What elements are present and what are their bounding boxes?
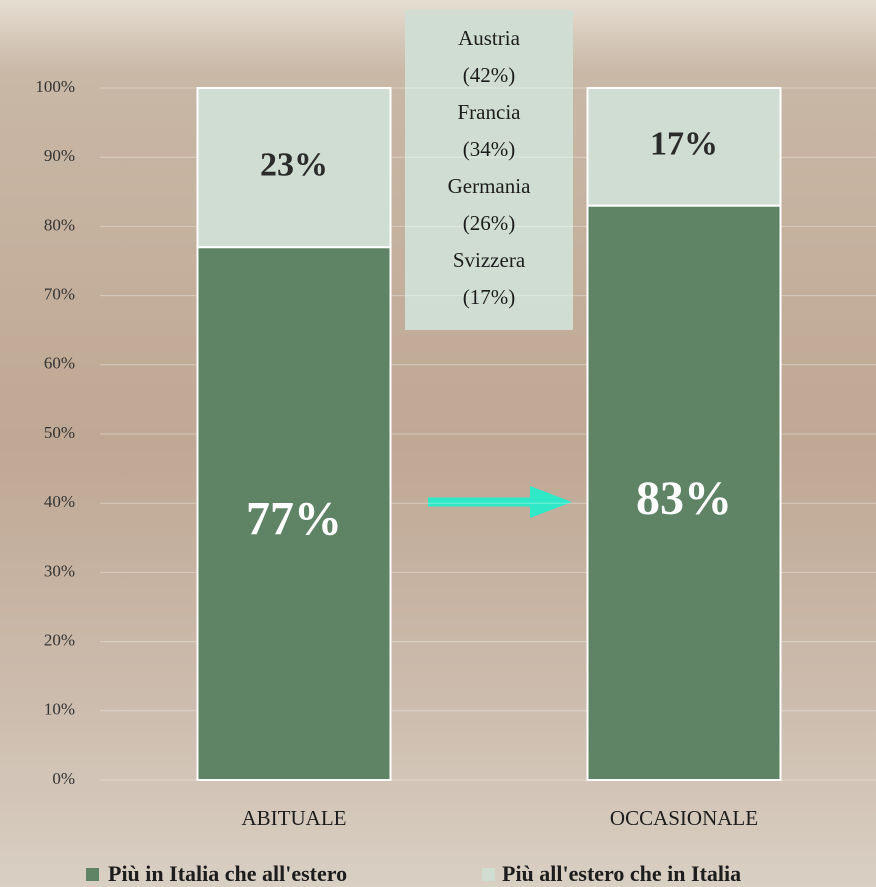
- annotation-text: (17%): [463, 285, 515, 309]
- y-tick-label: 70%: [44, 285, 75, 304]
- data-label: 23%: [260, 146, 328, 183]
- y-tick-label: 20%: [44, 631, 75, 650]
- annotation-box: [405, 10, 573, 330]
- annotation-text: Germania: [448, 174, 531, 198]
- y-tick-label: 80%: [44, 215, 75, 234]
- y-tick-label: 50%: [44, 423, 75, 442]
- annotation-text: Francia: [458, 100, 522, 124]
- legend-label: Più all'estero che in Italia: [502, 861, 741, 886]
- y-tick-label: 0%: [52, 769, 75, 788]
- y-tick-label: 90%: [44, 146, 75, 165]
- annotation-text: Svizzera: [453, 248, 526, 272]
- page: {"chart_data": {"type": "stacked-bar", "…: [0, 0, 876, 887]
- annotation-text: (42%): [463, 63, 515, 87]
- legend-marker: [86, 868, 99, 881]
- y-tick-label: 30%: [44, 561, 75, 580]
- data-label: 83%: [636, 472, 732, 525]
- data-label: 77%: [246, 493, 342, 546]
- legend-marker: [482, 868, 495, 881]
- x-tick-label: ABITUALE: [242, 806, 347, 830]
- y-tick-label: 40%: [44, 492, 75, 511]
- annotation-text: (26%): [463, 211, 515, 235]
- x-tick-label: OCCASIONALE: [610, 806, 758, 830]
- y-tick-label: 10%: [44, 700, 75, 719]
- y-tick-label: 100%: [35, 77, 75, 96]
- annotation-text: Austria: [458, 26, 521, 50]
- legend-label: Più in Italia che all'estero: [108, 861, 347, 886]
- data-label: 17%: [650, 126, 718, 163]
- annotation-text: (34%): [463, 137, 515, 161]
- y-tick-label: 60%: [44, 354, 75, 373]
- chart: 0% 10% 20% 30% 40% 50% 60% 70% 80% 90% 100% 77% 23% A…: [0, 0, 876, 887]
